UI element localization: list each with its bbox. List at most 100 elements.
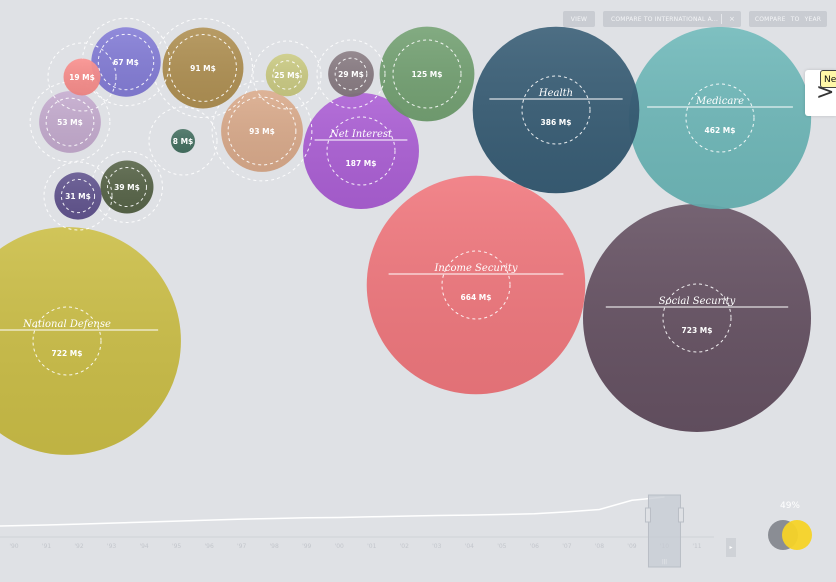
- timeline-tick[interactable]: '06: [530, 543, 539, 550]
- timeline-tick[interactable]: '96: [204, 543, 213, 550]
- bubble-value-31[interactable]: 31 M$: [43, 161, 113, 231]
- bubble-value: 125 M$: [412, 70, 443, 79]
- view-button[interactable]: VIEW: [563, 11, 595, 27]
- bubble-value: 722 M$: [52, 349, 83, 358]
- timeline-tick[interactable]: '00: [335, 543, 344, 550]
- bubble-shade: [221, 90, 303, 172]
- bubble-shade: [171, 129, 195, 153]
- compare-international-button[interactable]: COMPARE TO INTERNATIONAL A... ×: [603, 11, 741, 27]
- bubble-shade: [583, 204, 811, 432]
- bubble-shade: [472, 26, 640, 194]
- bubble-value: 91 M$: [190, 64, 216, 73]
- bubble-health[interactable]: Health 386 M$: [472, 26, 640, 194]
- timeline-selection[interactable]: |||: [644, 494, 684, 568]
- bubble-value-39[interactable]: 39 M$: [91, 151, 163, 223]
- bubble-halo: [211, 80, 313, 182]
- bubble-label: Medicare: [695, 96, 744, 107]
- bubble-inner-ring: [272, 60, 302, 90]
- bubble-halo: [316, 39, 386, 109]
- bubble-shade: [0, 227, 181, 455]
- timeline-tick[interactable]: '98: [270, 543, 279, 550]
- bubble-value: 19 M$: [69, 73, 95, 82]
- bubble-label: Income Security: [433, 263, 517, 274]
- bubble-value-93[interactable]: 93 M$: [211, 80, 313, 182]
- bubble-inner-ring: [521, 75, 591, 145]
- timeline-tick[interactable]: '99: [302, 543, 311, 550]
- clear-compare-icon[interactable]: ×: [729, 15, 736, 23]
- timeline-tick[interactable]: '93: [107, 543, 116, 550]
- bubble-net-interest[interactable]: Net Interest 187 M$: [303, 93, 419, 209]
- bubble-label: National Defense: [22, 319, 111, 330]
- compare-international-label: COMPARE TO INTERNATIONAL A...: [611, 15, 719, 23]
- bubble-national-defense[interactable]: National Defense 722 M$: [0, 227, 181, 455]
- bubble-value-91[interactable]: 91 M$: [153, 18, 253, 118]
- selection-handle-right[interactable]: [677, 507, 684, 523]
- bubble-shade: [91, 27, 161, 97]
- bubble-inner-ring: [107, 167, 147, 207]
- timeline-tick[interactable]: '07: [562, 543, 571, 550]
- view-button-label: VIEW: [570, 15, 588, 23]
- bubble-value-53[interactable]: 53 M$: [29, 81, 111, 163]
- bubble-inner-ring: [392, 39, 462, 109]
- timeline-tick[interactable]: '03: [432, 543, 441, 550]
- timeline-tick[interactable]: '94: [139, 543, 148, 550]
- timeline-tick[interactable]: '97: [237, 543, 246, 550]
- timeline-tick[interactable]: '92: [74, 543, 83, 550]
- trend-line: [0, 496, 665, 527]
- bubble-label: Social Security: [659, 296, 736, 307]
- timeline-tick[interactable]: '05: [497, 543, 506, 550]
- bubble-value-8[interactable]: 8 M$: [148, 106, 218, 176]
- bubble-value-125[interactable]: 125 M$: [379, 26, 475, 122]
- bubble-inner-ring: [441, 250, 511, 320]
- bubble-halo: [153, 18, 253, 118]
- timeline-tick[interactable]: '01: [367, 543, 376, 550]
- bubble-value: 8 M$: [173, 137, 194, 146]
- bubble-label: Health: [538, 88, 573, 99]
- bubble-inner-ring: [45, 97, 95, 147]
- timeline-tick[interactable]: '90: [9, 543, 18, 550]
- bubble-halo: [47, 42, 117, 112]
- bubble-shade: [366, 175, 586, 395]
- indicator-circle-yellow: [782, 520, 812, 550]
- bubble-inner-ring: [60, 178, 96, 214]
- play-icon[interactable]: ▸: [726, 538, 736, 557]
- timeline[interactable]: '90 '91 '92 '93 '94 '95 '96 '97 '98 '99 '00 '01 '02 '…: [0, 494, 714, 568]
- bubble-halo: [43, 161, 113, 231]
- timeline-tick[interactable]: '04: [465, 543, 474, 550]
- timeline-tick[interactable]: '08: [595, 543, 604, 550]
- selection-window[interactable]: [647, 494, 681, 568]
- compare-year-button[interactable]: COMPARE TO YEAR: [749, 11, 827, 27]
- selection-handle-left[interactable]: [644, 507, 651, 523]
- bubble-shade: [63, 58, 101, 96]
- timeline-tick[interactable]: '91: [42, 543, 51, 550]
- bubble-value: 53 M$: [57, 118, 83, 127]
- bubble-medicare[interactable]: Medicare 462 M$: [628, 26, 812, 210]
- bubble-income-security[interactable]: Income Security 664 M$: [366, 175, 586, 395]
- timeline-tick[interactable]: '09: [627, 543, 636, 550]
- bubble-value: 31 M$: [65, 192, 91, 201]
- bubble-value-29[interactable]: 29 M$: [316, 39, 386, 109]
- bubble-halo: [81, 17, 171, 107]
- bubble-label: Net Interest: [329, 129, 393, 140]
- bubble-inner-ring: [685, 83, 755, 153]
- timeline-tick[interactable]: '11: [692, 543, 701, 550]
- selection-grip[interactable]: |||: [662, 559, 667, 565]
- bubble-shade: [303, 93, 419, 209]
- bubble-value-67[interactable]: 67 M$: [81, 17, 171, 107]
- bubble-social-security[interactable]: Social Security 723 M$: [583, 204, 811, 432]
- bubble-inner-ring: [32, 306, 102, 376]
- bubble-value-25[interactable]: 25 M$: [252, 40, 322, 110]
- bubble-inner-ring: [334, 57, 368, 91]
- bubble-value-19[interactable]: 19 M$: [47, 42, 117, 112]
- timeline-tick[interactable]: '95: [172, 543, 181, 550]
- bubble-value: 462 M$: [705, 126, 736, 135]
- bubble-value: 93 M$: [249, 127, 275, 136]
- divider: [721, 14, 722, 24]
- bubble-inner-ring: [326, 116, 396, 186]
- bubble-value: 723 M$: [682, 326, 713, 335]
- bubble-inner-ring: [662, 283, 732, 353]
- bubble-value: 25 M$: [274, 71, 300, 80]
- bubble-shade: [39, 91, 101, 153]
- timeline-tick[interactable]: '02: [400, 543, 409, 550]
- bubble-halo: [91, 151, 163, 223]
